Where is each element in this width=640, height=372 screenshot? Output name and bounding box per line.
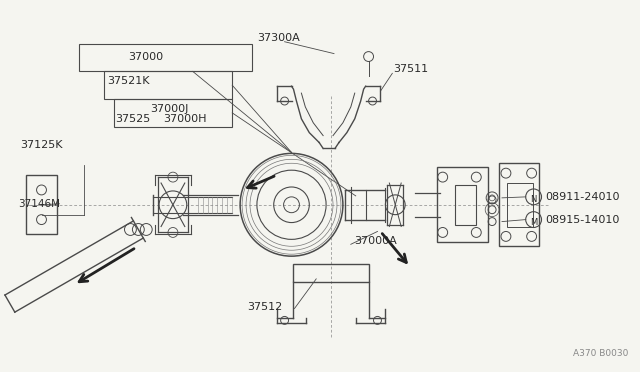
Text: 37000: 37000 <box>129 52 164 61</box>
Bar <box>114 99 232 127</box>
Text: 37000H: 37000H <box>163 114 207 124</box>
Text: 37000J: 37000J <box>150 104 189 114</box>
Text: 08915-14010: 08915-14010 <box>545 215 620 225</box>
Text: 37300A: 37300A <box>257 33 300 43</box>
Bar <box>454 185 476 225</box>
Bar <box>26 175 58 234</box>
Bar <box>294 264 369 282</box>
Bar <box>104 71 232 99</box>
Text: 08911-24010: 08911-24010 <box>545 192 620 202</box>
Text: 37511: 37511 <box>394 64 428 74</box>
Text: 37525: 37525 <box>116 114 151 124</box>
Text: 37146M: 37146M <box>18 199 60 209</box>
Bar <box>79 44 252 71</box>
Text: M: M <box>530 218 537 227</box>
Text: 37512: 37512 <box>247 302 282 312</box>
Bar <box>436 167 488 242</box>
Text: 37125K: 37125K <box>20 141 62 151</box>
Bar <box>499 163 538 246</box>
Bar <box>507 183 532 227</box>
Text: 37521K: 37521K <box>107 76 149 86</box>
Text: 37000A: 37000A <box>354 236 397 246</box>
Text: A370 B0030: A370 B0030 <box>573 349 628 359</box>
Text: N: N <box>530 195 536 204</box>
